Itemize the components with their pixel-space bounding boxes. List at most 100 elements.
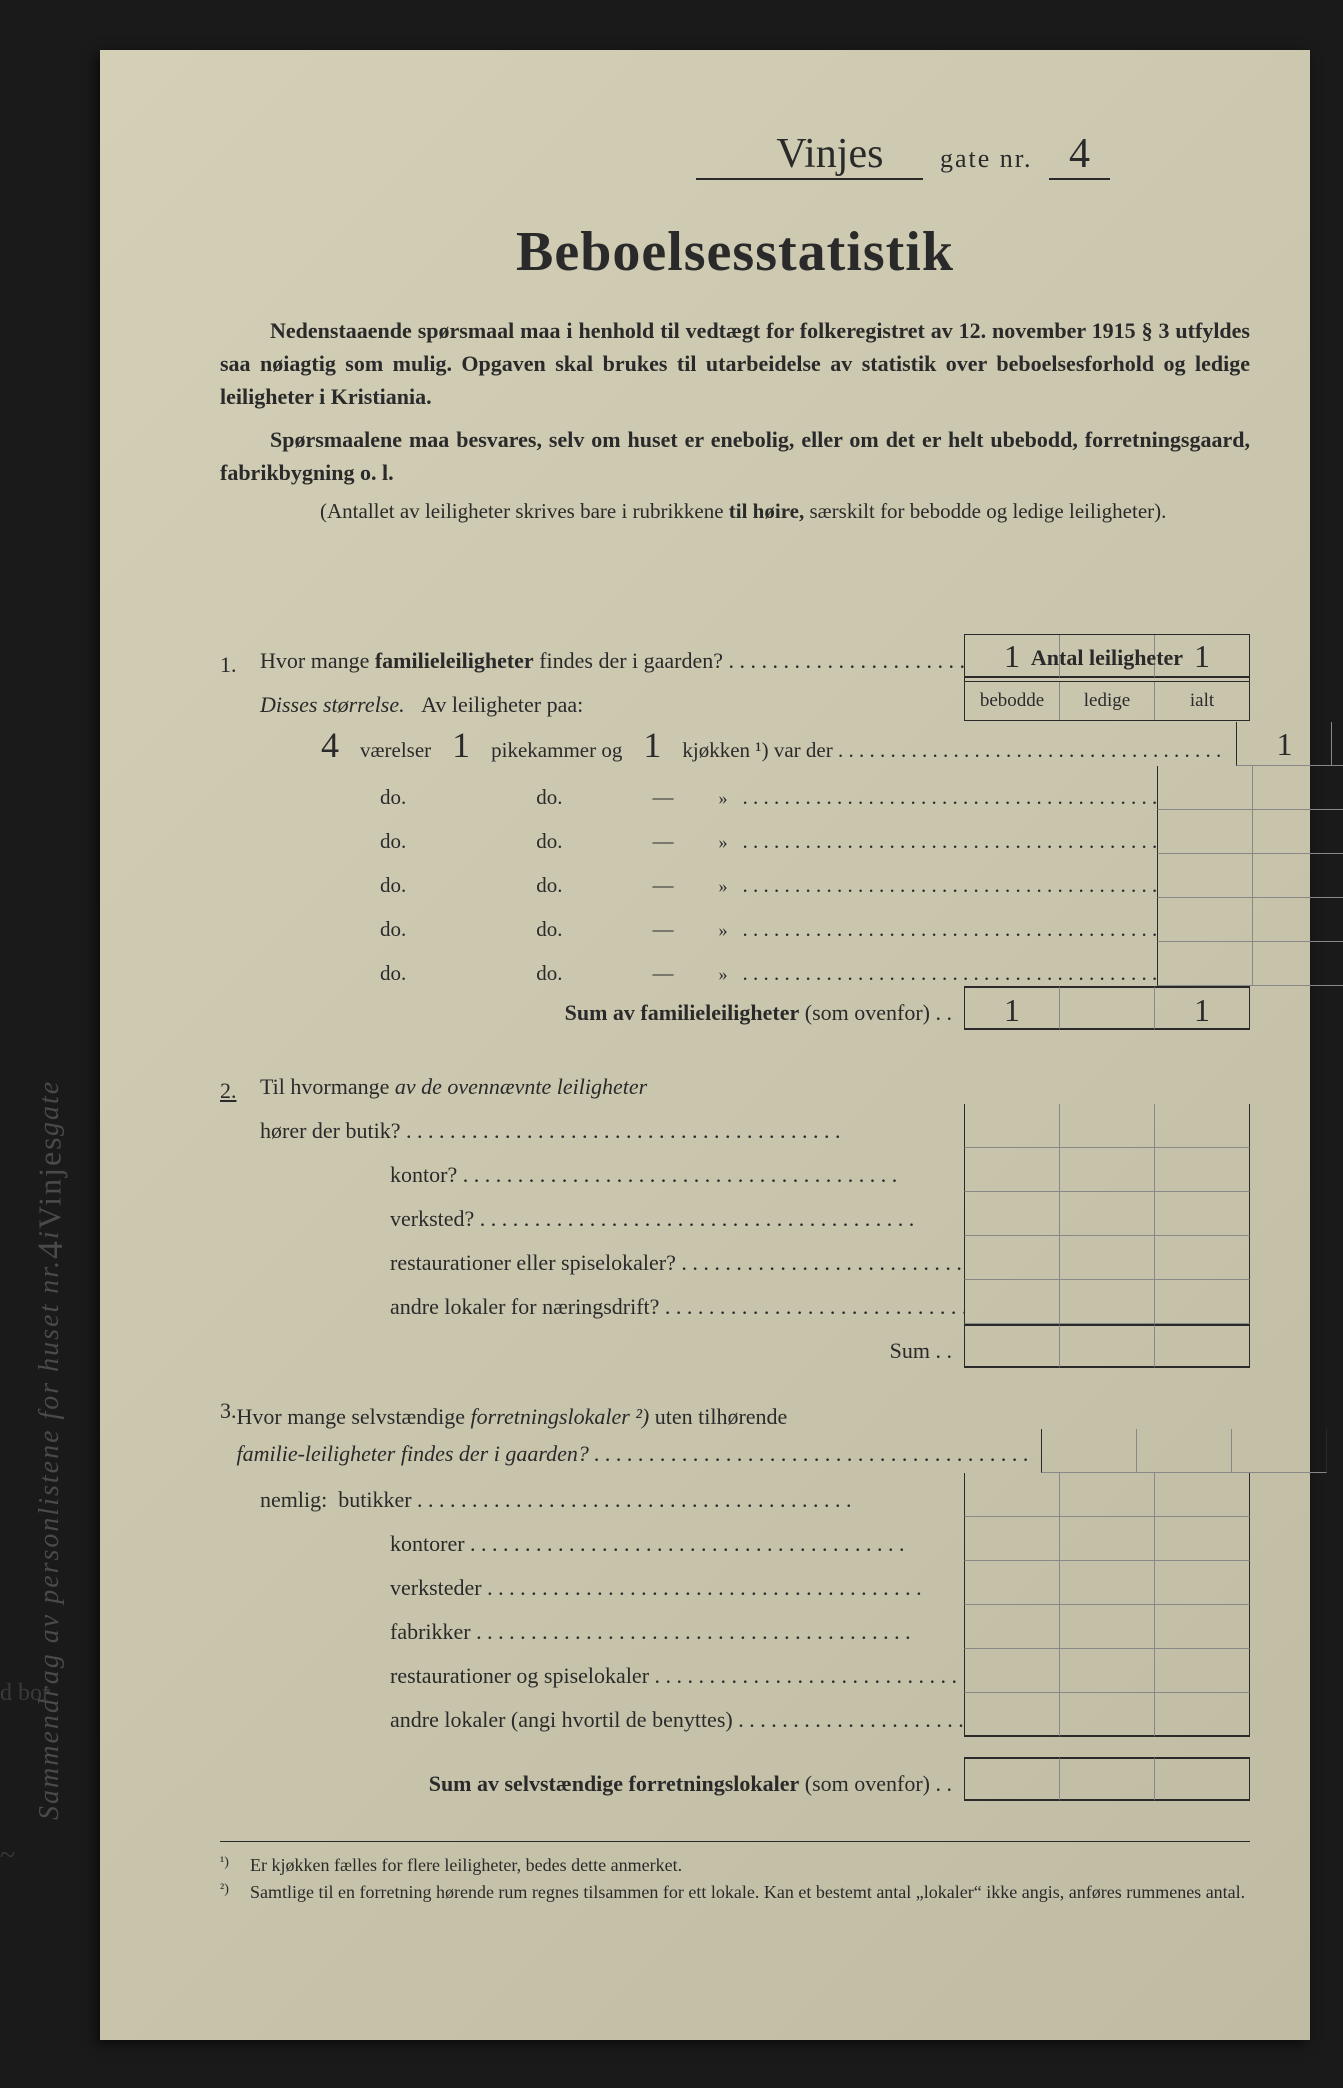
q3-verksteder: verksteder xyxy=(260,1570,964,1605)
intro-p1-text: Nedenstaaende spørsmaal maa i henhold ti… xyxy=(220,318,1250,409)
q3-fabrikker-row: fabrikker xyxy=(220,1605,1250,1649)
q1-size-row-4: do. do. — » xyxy=(220,854,1250,898)
q2-text-pre: Til hvormange xyxy=(260,1074,395,1099)
q3-text: Hvor mange selvstændige forretningslokal… xyxy=(237,1398,1041,1473)
footnote-2: ²) Samtlige til en forretning hørende ru… xyxy=(220,1879,1250,1906)
q1-vaerelser-label: værelser xyxy=(360,738,431,763)
side-text-mid: i xyxy=(34,1229,66,1239)
q2-butik: hører der butik? xyxy=(260,1113,964,1148)
q2-number: 2. xyxy=(220,1078,260,1104)
q3-nemlig: nemlig: xyxy=(260,1487,327,1512)
q1-sum-text: Sum av familieleiligheter (som ovenfor) … xyxy=(260,995,964,1030)
q1-sizes-label: Disses størrelse. Av leiligheter paa: xyxy=(260,687,964,722)
q3-sum-bold: Sum av selvstændige forretningslokaler xyxy=(429,1771,800,1796)
intro-note: (Antallet av leiligheter skrives bare i … xyxy=(220,499,1250,524)
q3-text-em: forretningslokaler ²) xyxy=(471,1404,650,1429)
q1-sum-post: (som ovenfor) xyxy=(799,1000,930,1025)
q1-kjokken-label: kjøkken ¹) var der xyxy=(682,738,1226,763)
q1-sum-ialt: 1 xyxy=(1154,986,1250,1030)
q3-verksteder-row: verksteder xyxy=(220,1561,1250,1605)
q2-text: Til hvormange av de ovennævnte leilighet… xyxy=(260,1069,964,1104)
q1-size-row-3: do. do. — » xyxy=(220,810,1250,854)
q3-butikker-row: nemlig: butikker xyxy=(220,1473,1250,1517)
side-margin-text: Sammendrag av personlistene for huset nr… xyxy=(10,220,90,1820)
intro-p2-text: Spørsmaalene maa besvares, selv om huset… xyxy=(220,427,1250,485)
q2-kontor-row: kontor? xyxy=(220,1148,1250,1192)
q1-r1-ledige xyxy=(1331,722,1343,766)
fn1-num: ¹) xyxy=(220,1852,250,1879)
paper-sheet: Vinjes gate nr. 4 Beboelsesstatistik Ned… xyxy=(100,50,1310,2040)
page-container: Sammendrag av personlistene for huset nr… xyxy=(0,20,1343,2068)
q2-rest: restaurationer eller spiselokaler? xyxy=(260,1245,964,1280)
side-gate: gate xyxy=(34,1079,66,1135)
side-street-name: Vinjes xyxy=(32,1136,69,1230)
q2-text-em: av de ovennævnte leiligheter xyxy=(395,1074,647,1099)
edge-cutoff-text-2: ~ xyxy=(0,1840,15,1872)
col-ledige: ledige xyxy=(1060,682,1155,720)
q1-pike-value: 1 xyxy=(441,724,481,766)
q2-sum-row: Sum . . xyxy=(220,1324,1250,1368)
q1-sum-cells: 1 1 xyxy=(964,986,1250,1030)
intro-paragraph-2: Spørsmaalene maa besvares, selv om huset… xyxy=(220,423,1250,489)
do-label: do. xyxy=(380,785,406,810)
q1-sum-bold: Sum av familieleiligheter xyxy=(565,1000,800,1025)
q3-rest-row: restaurationer og spiselokaler xyxy=(220,1649,1250,1693)
q2-verksted: verksted? xyxy=(260,1201,964,1236)
intro-paragraph-1: Nedenstaaende spørsmaal maa i henhold ti… xyxy=(220,314,1250,413)
intro-note-pre: (Antallet av leiligheter skrives bare i … xyxy=(320,499,729,523)
q2-rest-row: restaurationer eller spiselokaler? xyxy=(220,1236,1250,1280)
q1-sizes-pre: Disses størrelse. xyxy=(260,692,405,717)
q2-header-row: 2. Til hvormange av de ovennævnte leilig… xyxy=(220,1060,1250,1104)
q1-text-pre: Hvor mange xyxy=(260,648,375,673)
q1-text: Hvor mange familieleiligheter findes der… xyxy=(260,643,964,678)
q2-kontor: kontor? xyxy=(260,1157,964,1192)
q2-andre: andre lokaler for næringsdrift? xyxy=(260,1289,964,1324)
q3-rest: restaurationer og spiselokaler xyxy=(260,1658,964,1693)
q1-size-row-1-text: 4 værelser 1 pikekammer og 1 kjøkken ¹) … xyxy=(310,724,1236,766)
page-title: Beboelsesstatistik xyxy=(220,220,1250,284)
q1-size-row-1: 4 værelser 1 pikekammer og 1 kjøkken ¹) … xyxy=(220,722,1250,766)
q1-vaerelser-value: 4 xyxy=(310,724,350,766)
q2-butik-row: hører der butik? xyxy=(220,1104,1250,1148)
q1-size-row-1-cells: 1 1 xyxy=(1236,722,1343,766)
table-header: Antal leiligheter bebodde ledige ialt xyxy=(964,634,1250,721)
q2-verksted-row: verksted? xyxy=(220,1192,1250,1236)
fn2-num: ²) xyxy=(220,1879,250,1906)
q1-sum-bebodde: 1 xyxy=(964,986,1059,1030)
q3-sum-row: Sum av selvstændige forretningslokaler (… xyxy=(220,1757,1250,1801)
q1-text-post: findes der i gaarden? xyxy=(534,648,723,673)
q2-andre-row: andre lokaler for næringsdrift? xyxy=(220,1280,1250,1324)
col-ialt: ialt xyxy=(1155,682,1249,720)
fn2-text: Samtlige til en forretning hørende rum r… xyxy=(250,1879,1250,1906)
question-block: 1. Hvor mange familieleiligheter findes … xyxy=(220,634,1250,1801)
side-house-number: 4 xyxy=(29,1239,71,1259)
q3-text-em2: familie-leiligheter findes der i gaarden… xyxy=(237,1441,1029,1466)
col-bebodde: bebodde xyxy=(965,682,1060,720)
q3-text-pre: Hvor mange selvstændige xyxy=(237,1404,471,1429)
side-text-pre: Sammendrag av personlistene for huset nr… xyxy=(34,1259,66,1820)
edge-cutoff-text: d bor xyxy=(0,1680,50,1707)
gate-label: gate nr. xyxy=(940,144,1033,173)
q1-sizes-post: Av leiligheter paa: xyxy=(421,692,583,717)
footnote-1: ¹) Er kjøkken fælles for flere leilighet… xyxy=(220,1852,1250,1879)
q1-sum-row: Sum av familieleiligheter (som ovenfor) … xyxy=(220,986,1250,1030)
header-line: Vinjes gate nr. 4 xyxy=(220,130,1250,180)
q3-fabrikker: fabrikker xyxy=(260,1614,964,1649)
q1-text-bold: familieleiligheter xyxy=(375,648,534,673)
q3-kontorer-row: kontorer xyxy=(220,1517,1250,1561)
q3-header-row: 3. Hvor mange selvstændige forretningslo… xyxy=(220,1398,1250,1473)
q3-text-mid: uten tilhørende xyxy=(649,1404,787,1429)
q3-butikker: butikker xyxy=(338,1487,411,1512)
footnotes: ¹) Er kjøkken fælles for flere leilighet… xyxy=(220,1841,1250,1906)
main-form-area: Antal leiligheter bebodde ledige ialt 1.… xyxy=(220,634,1250,1801)
q1-number: 1. xyxy=(220,652,260,678)
q1-sum-ledige xyxy=(1059,986,1154,1030)
q1-kjokken-value: 1 xyxy=(632,724,672,766)
q3-kontorer: kontorer xyxy=(260,1526,964,1561)
q1-pike-label: pikekammer og xyxy=(491,738,622,763)
intro-note-bold: til høire, xyxy=(729,499,804,523)
q2-sum: Sum . . xyxy=(260,1333,964,1368)
q1-r1-bebodde: 1 xyxy=(1236,722,1331,766)
q1-size-row-6: do. do. — » xyxy=(220,942,1250,986)
table-header-columns: bebodde ledige ialt xyxy=(964,681,1250,721)
